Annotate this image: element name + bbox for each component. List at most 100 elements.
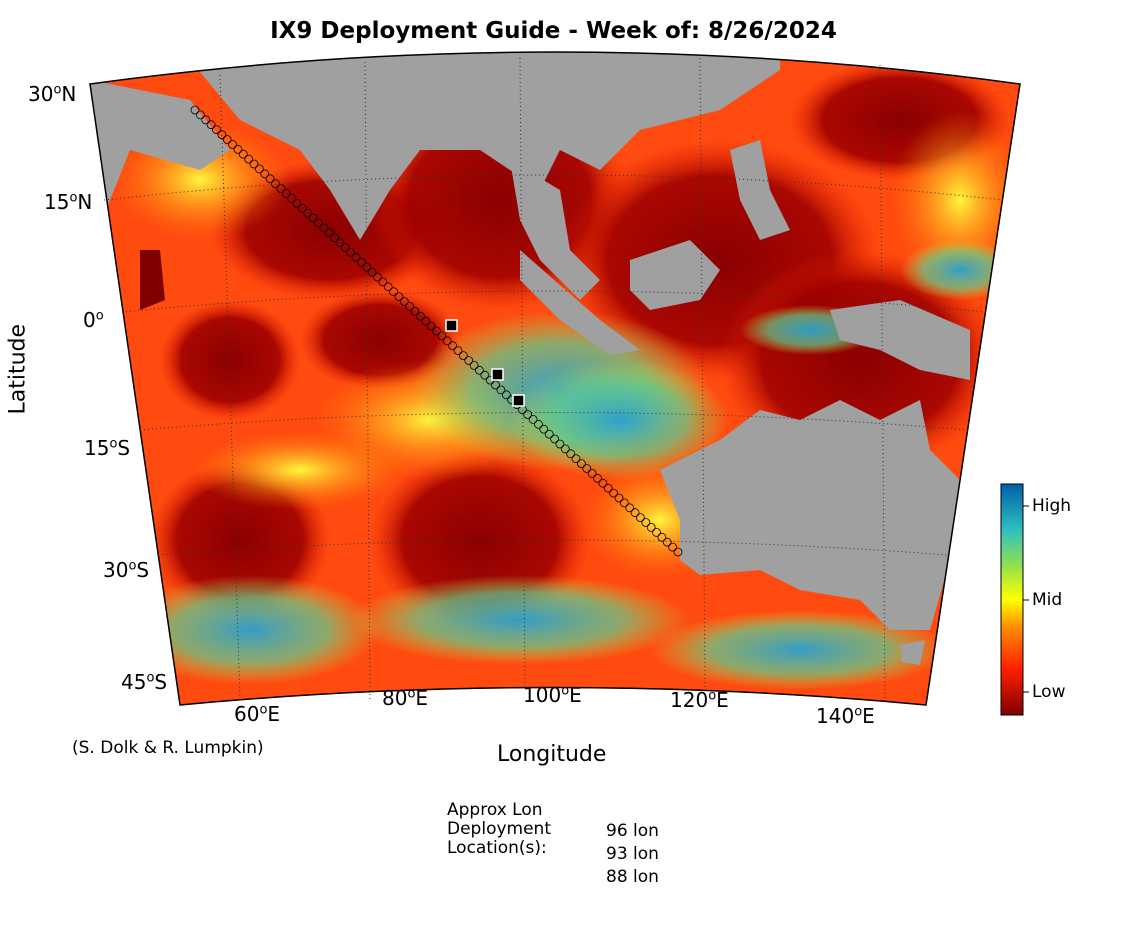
track-point <box>496 385 506 395</box>
track-point <box>399 297 409 306</box>
colorbar-label-mid: Mid <box>1032 590 1063 610</box>
track-point <box>528 414 538 424</box>
track-point <box>437 331 447 341</box>
track-point <box>571 454 581 464</box>
track-point <box>598 478 608 488</box>
track-point <box>560 444 570 454</box>
track-point <box>346 247 356 257</box>
track-point <box>260 169 270 179</box>
track-point <box>421 316 431 326</box>
track-point <box>469 360 479 370</box>
track-point <box>313 218 323 228</box>
track-point <box>217 130 227 140</box>
track-point <box>330 233 339 243</box>
track-point <box>206 120 216 130</box>
track-point <box>619 498 629 508</box>
track-point <box>662 537 672 547</box>
track-point <box>340 243 350 252</box>
track-point <box>630 508 640 518</box>
track-point <box>238 149 248 159</box>
track-point <box>383 282 393 292</box>
track-point <box>550 434 559 444</box>
track-point <box>201 115 211 125</box>
track-point <box>303 208 313 218</box>
track-point <box>271 179 280 189</box>
map-field <box>90 52 1020 705</box>
track-point <box>603 483 613 493</box>
track-point <box>378 277 388 287</box>
deployment-marker-88[interactable] <box>445 319 458 332</box>
track-point <box>544 429 554 439</box>
track-point <box>673 547 683 557</box>
track-point <box>233 144 243 154</box>
track-point <box>373 272 382 282</box>
track-point <box>614 493 624 503</box>
track-point <box>394 292 404 302</box>
track-point <box>195 110 205 120</box>
track-point <box>480 370 490 380</box>
deployment-marker-96[interactable] <box>512 394 525 407</box>
track-point <box>351 252 361 262</box>
track-point <box>652 528 661 537</box>
deployment-label-line: Location(s): <box>447 838 547 858</box>
track-point <box>474 365 484 375</box>
track-point <box>577 459 586 469</box>
track-point <box>254 164 264 174</box>
track-point <box>587 468 597 478</box>
track-point <box>593 473 602 483</box>
track-point <box>319 223 329 233</box>
track-point <box>432 326 441 336</box>
track-point <box>426 321 436 331</box>
deployment-location: 88 lon <box>606 867 659 887</box>
track-point <box>448 341 458 351</box>
colorbar <box>1000 483 1024 716</box>
x-axis-label: Longitude <box>497 742 607 767</box>
track-point <box>212 125 221 135</box>
lat-tick-15s: 15oS <box>84 436 131 460</box>
lon-tick-140e: 140oE <box>816 704 875 728</box>
deployment-label: Approx Lon Deployment Location(s): <box>447 801 551 858</box>
track-point <box>292 198 302 208</box>
deployment-markers <box>445 319 525 407</box>
track-point <box>539 424 549 434</box>
track-point <box>297 203 307 213</box>
lat-tick-15n: 15oN <box>44 190 93 214</box>
track-point <box>491 380 500 390</box>
track-point <box>442 336 452 346</box>
track-point <box>464 356 474 365</box>
lon-tick-80e: 80oE <box>382 686 429 710</box>
map-border <box>89 51 1021 706</box>
track-point <box>244 154 254 164</box>
lon-tick-60e: 60oE <box>234 702 281 726</box>
track-point <box>362 262 372 272</box>
graticule <box>103 57 1004 701</box>
track-point <box>228 139 238 149</box>
track-point <box>287 193 297 203</box>
track-point <box>609 488 618 498</box>
track-point <box>389 287 399 297</box>
track-point <box>190 105 200 115</box>
track-point <box>646 523 656 532</box>
deployment-label-line: Deployment <box>447 819 551 839</box>
track-point <box>335 238 345 248</box>
deployment-location: 93 lon <box>606 844 659 864</box>
track-point <box>523 410 533 419</box>
track-point <box>324 228 334 238</box>
track-point <box>534 419 543 429</box>
track-point <box>582 464 592 473</box>
track-point <box>657 532 667 542</box>
lat-tick-45s: 45oS <box>121 670 168 694</box>
deployment-marker-93[interactable] <box>491 368 504 381</box>
lat-tick-30n: 30oN <box>28 82 77 106</box>
track-point <box>222 135 232 144</box>
lat-tick-0: 0o <box>83 308 104 332</box>
track-point <box>453 346 463 356</box>
credit-text: (S. Dolk & R. Lumpkin) <box>72 738 264 758</box>
track-point <box>405 301 415 311</box>
colorbar-label-low: Low <box>1032 682 1066 702</box>
lat-tick-30s: 30oS <box>103 558 150 582</box>
colorbar-label-high: High <box>1032 496 1072 516</box>
track-point <box>641 518 651 527</box>
map-title: IX9 Deployment Guide - Week of: 8/26/202… <box>270 18 837 44</box>
track-point <box>281 189 291 198</box>
